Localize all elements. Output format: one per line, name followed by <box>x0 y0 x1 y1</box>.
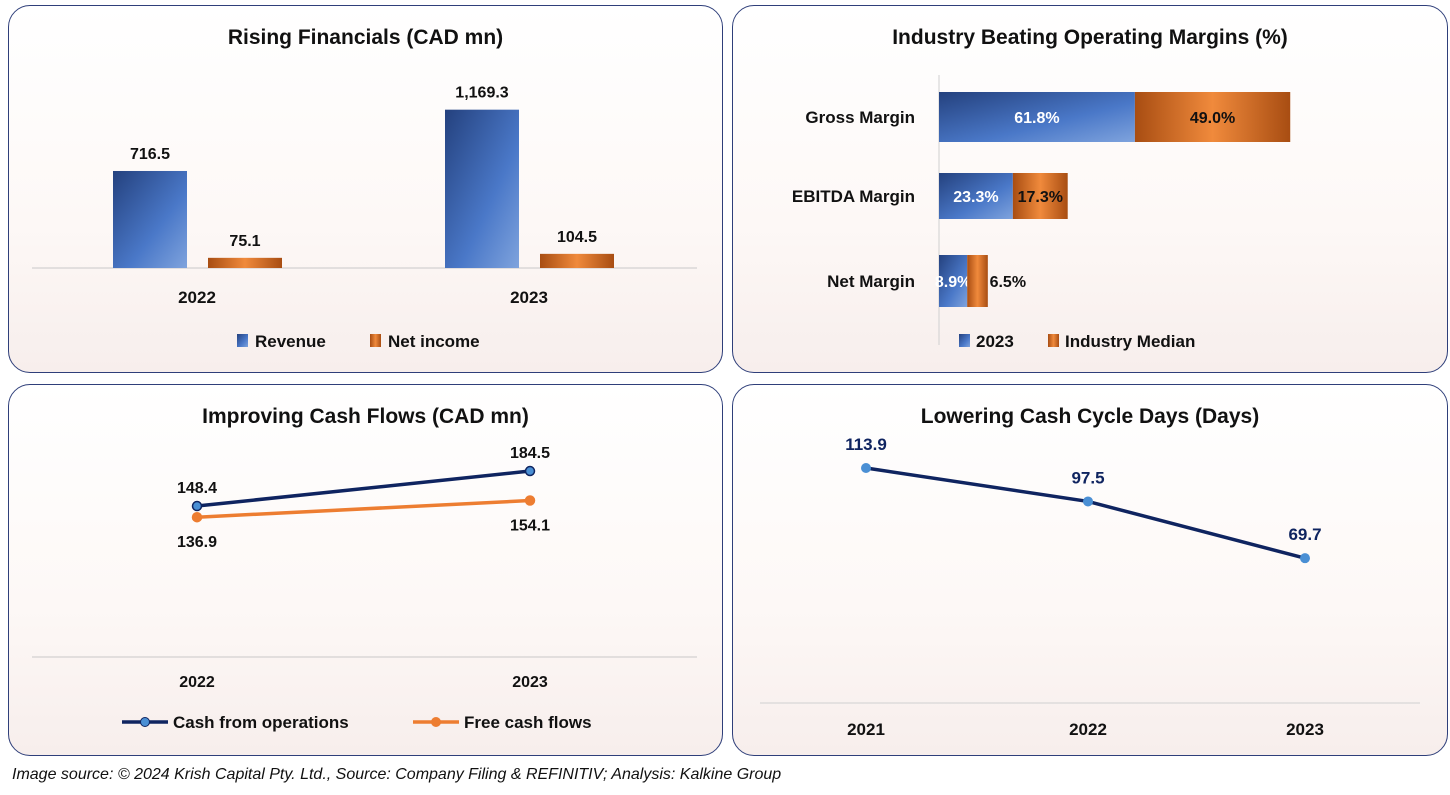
data-label: 1,169.3 <box>455 85 508 102</box>
data-label: 8.9% <box>935 274 971 291</box>
y-tick-label: Net Margin <box>827 272 915 291</box>
data-label: 113.9 <box>845 435 887 454</box>
bar-2023-0 <box>939 92 1135 142</box>
data-label: 148.4 <box>177 480 217 497</box>
panel-operating-margins: Industry Beating Operating Margins (%) <box>732 5 1448 373</box>
x-tick-label: 2023 <box>512 674 548 691</box>
data-point <box>524 495 536 506</box>
data-point <box>191 500 203 512</box>
legend-swatch <box>370 334 381 347</box>
series-line-0 <box>196 469 531 508</box>
y-tick-label: EBITDA Margin <box>792 187 915 206</box>
panel-cash-flows: Improving Cash Flows (CAD mn) <box>8 384 723 756</box>
legend-swatch <box>1048 334 1059 347</box>
data-label: 104.5 <box>557 229 597 246</box>
bar-net-income-2022 <box>208 257 282 268</box>
data-label: 184.5 <box>510 445 550 462</box>
bar-2023-2 <box>939 255 968 307</box>
panel-cash-cycle: Lowering Cash Cycle Days (Days) <box>732 384 1448 756</box>
data-point <box>1083 496 1093 507</box>
data-label: 61.8% <box>1014 110 1059 127</box>
data-point <box>1300 553 1310 564</box>
bar-industry-median-1 <box>1012 173 1068 219</box>
x-tick-label: 2021 <box>847 720 885 739</box>
bar-industry-median-2 <box>967 255 988 307</box>
data-label: 97.5 <box>1071 468 1104 487</box>
data-point <box>861 463 871 473</box>
data-label: 75.1 <box>229 233 260 250</box>
y-tick-label: Gross Margin <box>805 108 915 127</box>
data-point <box>524 465 536 477</box>
data-label: 49.0% <box>1190 110 1235 127</box>
data-label: 6.5% <box>990 274 1026 291</box>
chart-title: Improving Cash Flows (CAD mn) <box>202 405 529 428</box>
legend-marker <box>140 717 150 727</box>
x-tick-label: 2022 <box>1069 720 1107 739</box>
legend-label: Industry Median <box>1065 332 1195 351</box>
bar-2023-1 <box>939 173 1013 219</box>
x-tick-label: 2022 <box>178 288 216 307</box>
data-point <box>191 511 203 523</box>
chart-title: Lowering Cash Cycle Days (Days) <box>920 405 1260 428</box>
data-label: 69.7 <box>1288 525 1321 544</box>
data-label: 23.3% <box>953 189 998 206</box>
x-tick-label: 2022 <box>179 674 215 691</box>
data-label: 716.5 <box>130 146 170 163</box>
legend-label: Revenue <box>255 332 326 351</box>
bar-industry-median-0 <box>1134 92 1291 142</box>
chart-title: Rising Financials (CAD mn) <box>227 26 504 49</box>
legend-marker <box>431 717 441 727</box>
bar-revenue-2023 <box>445 109 519 268</box>
legend-label: Free cash flows <box>464 713 592 732</box>
x-tick-label: 2023 <box>510 288 548 307</box>
x-tick-label: 2023 <box>1286 720 1324 739</box>
legend-label: Net income <box>388 332 480 351</box>
bar-net-income-2023 <box>540 253 614 268</box>
legend-swatch <box>959 334 970 347</box>
image-source-footer: Image source: © 2024 Krish Capital Pty. … <box>12 766 782 783</box>
legend-swatch <box>237 334 248 347</box>
series-line-1 <box>196 498 531 519</box>
chart-title: Industry Beating Operating Margins (%) <box>892 26 1288 49</box>
legend-label: 2023 <box>976 332 1014 351</box>
data-label: 136.9 <box>177 534 217 551</box>
legend-label: Cash from operations <box>173 713 349 732</box>
data-label: 17.3% <box>1018 189 1063 206</box>
data-label: 154.1 <box>510 518 550 535</box>
bar-revenue-2022 <box>113 170 187 268</box>
